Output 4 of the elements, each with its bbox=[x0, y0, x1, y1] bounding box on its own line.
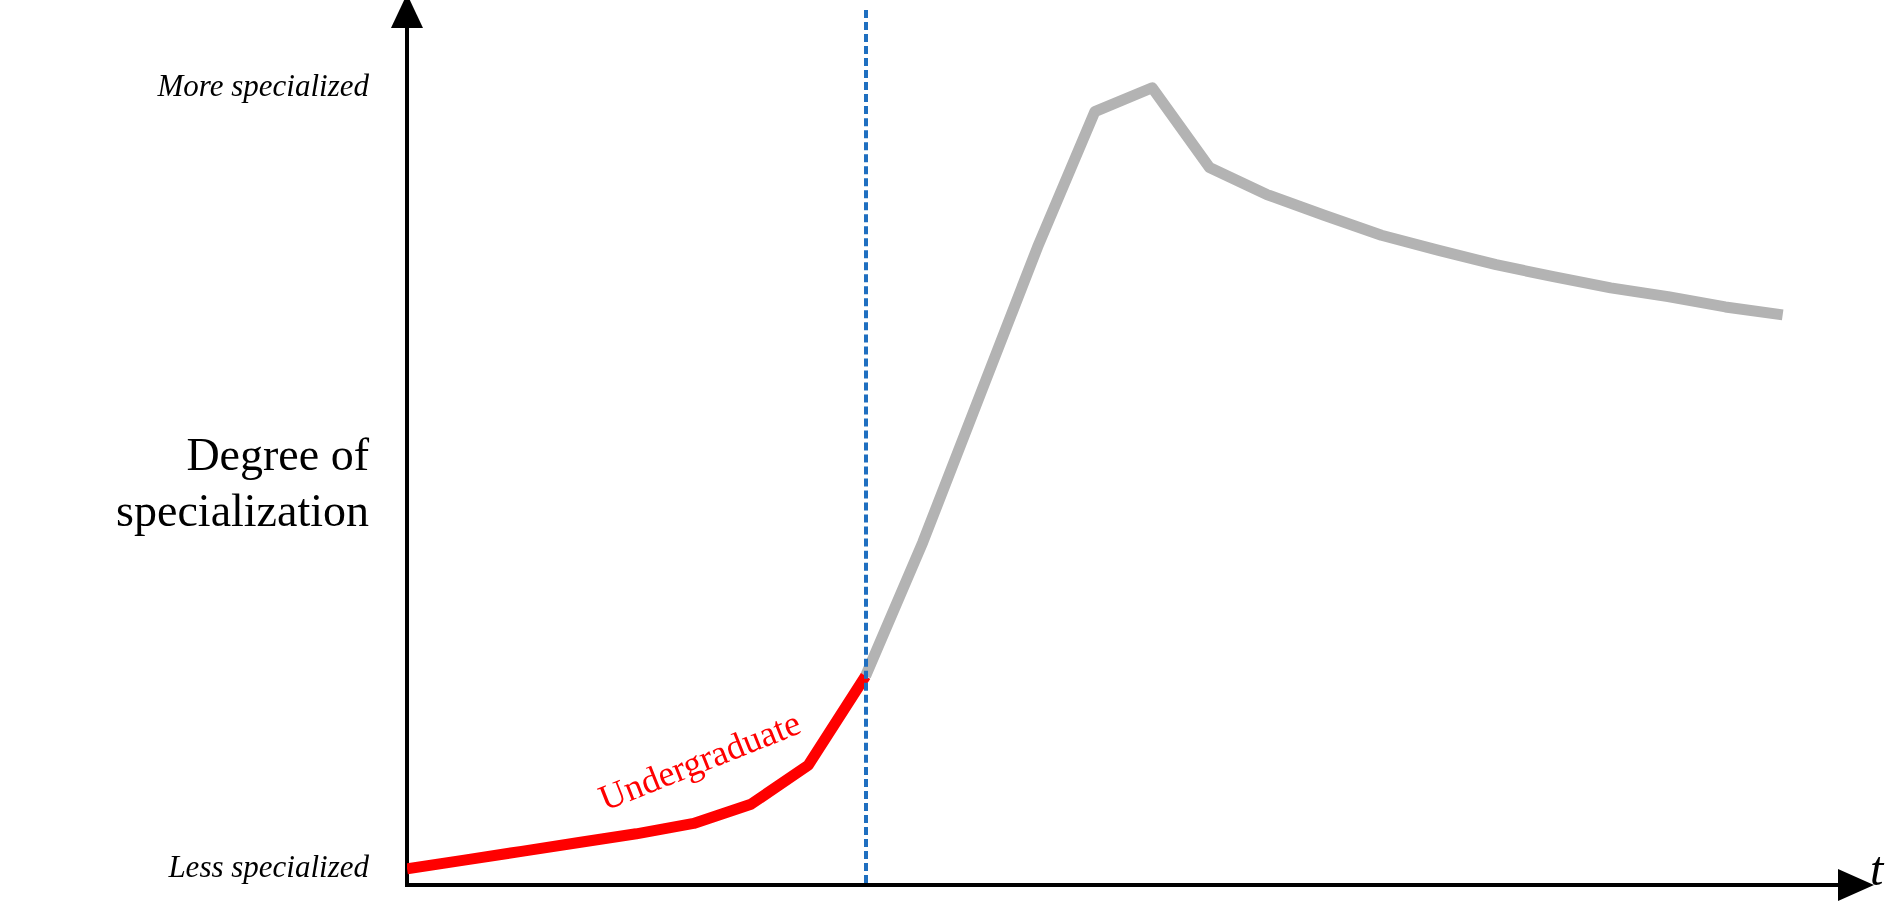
text: Less specialized bbox=[167, 849, 370, 885]
x-axis-title: t bbox=[1870, 842, 1885, 896]
text: More specialized bbox=[156, 67, 370, 103]
y-axis-title: Degree of specialization bbox=[116, 429, 370, 537]
